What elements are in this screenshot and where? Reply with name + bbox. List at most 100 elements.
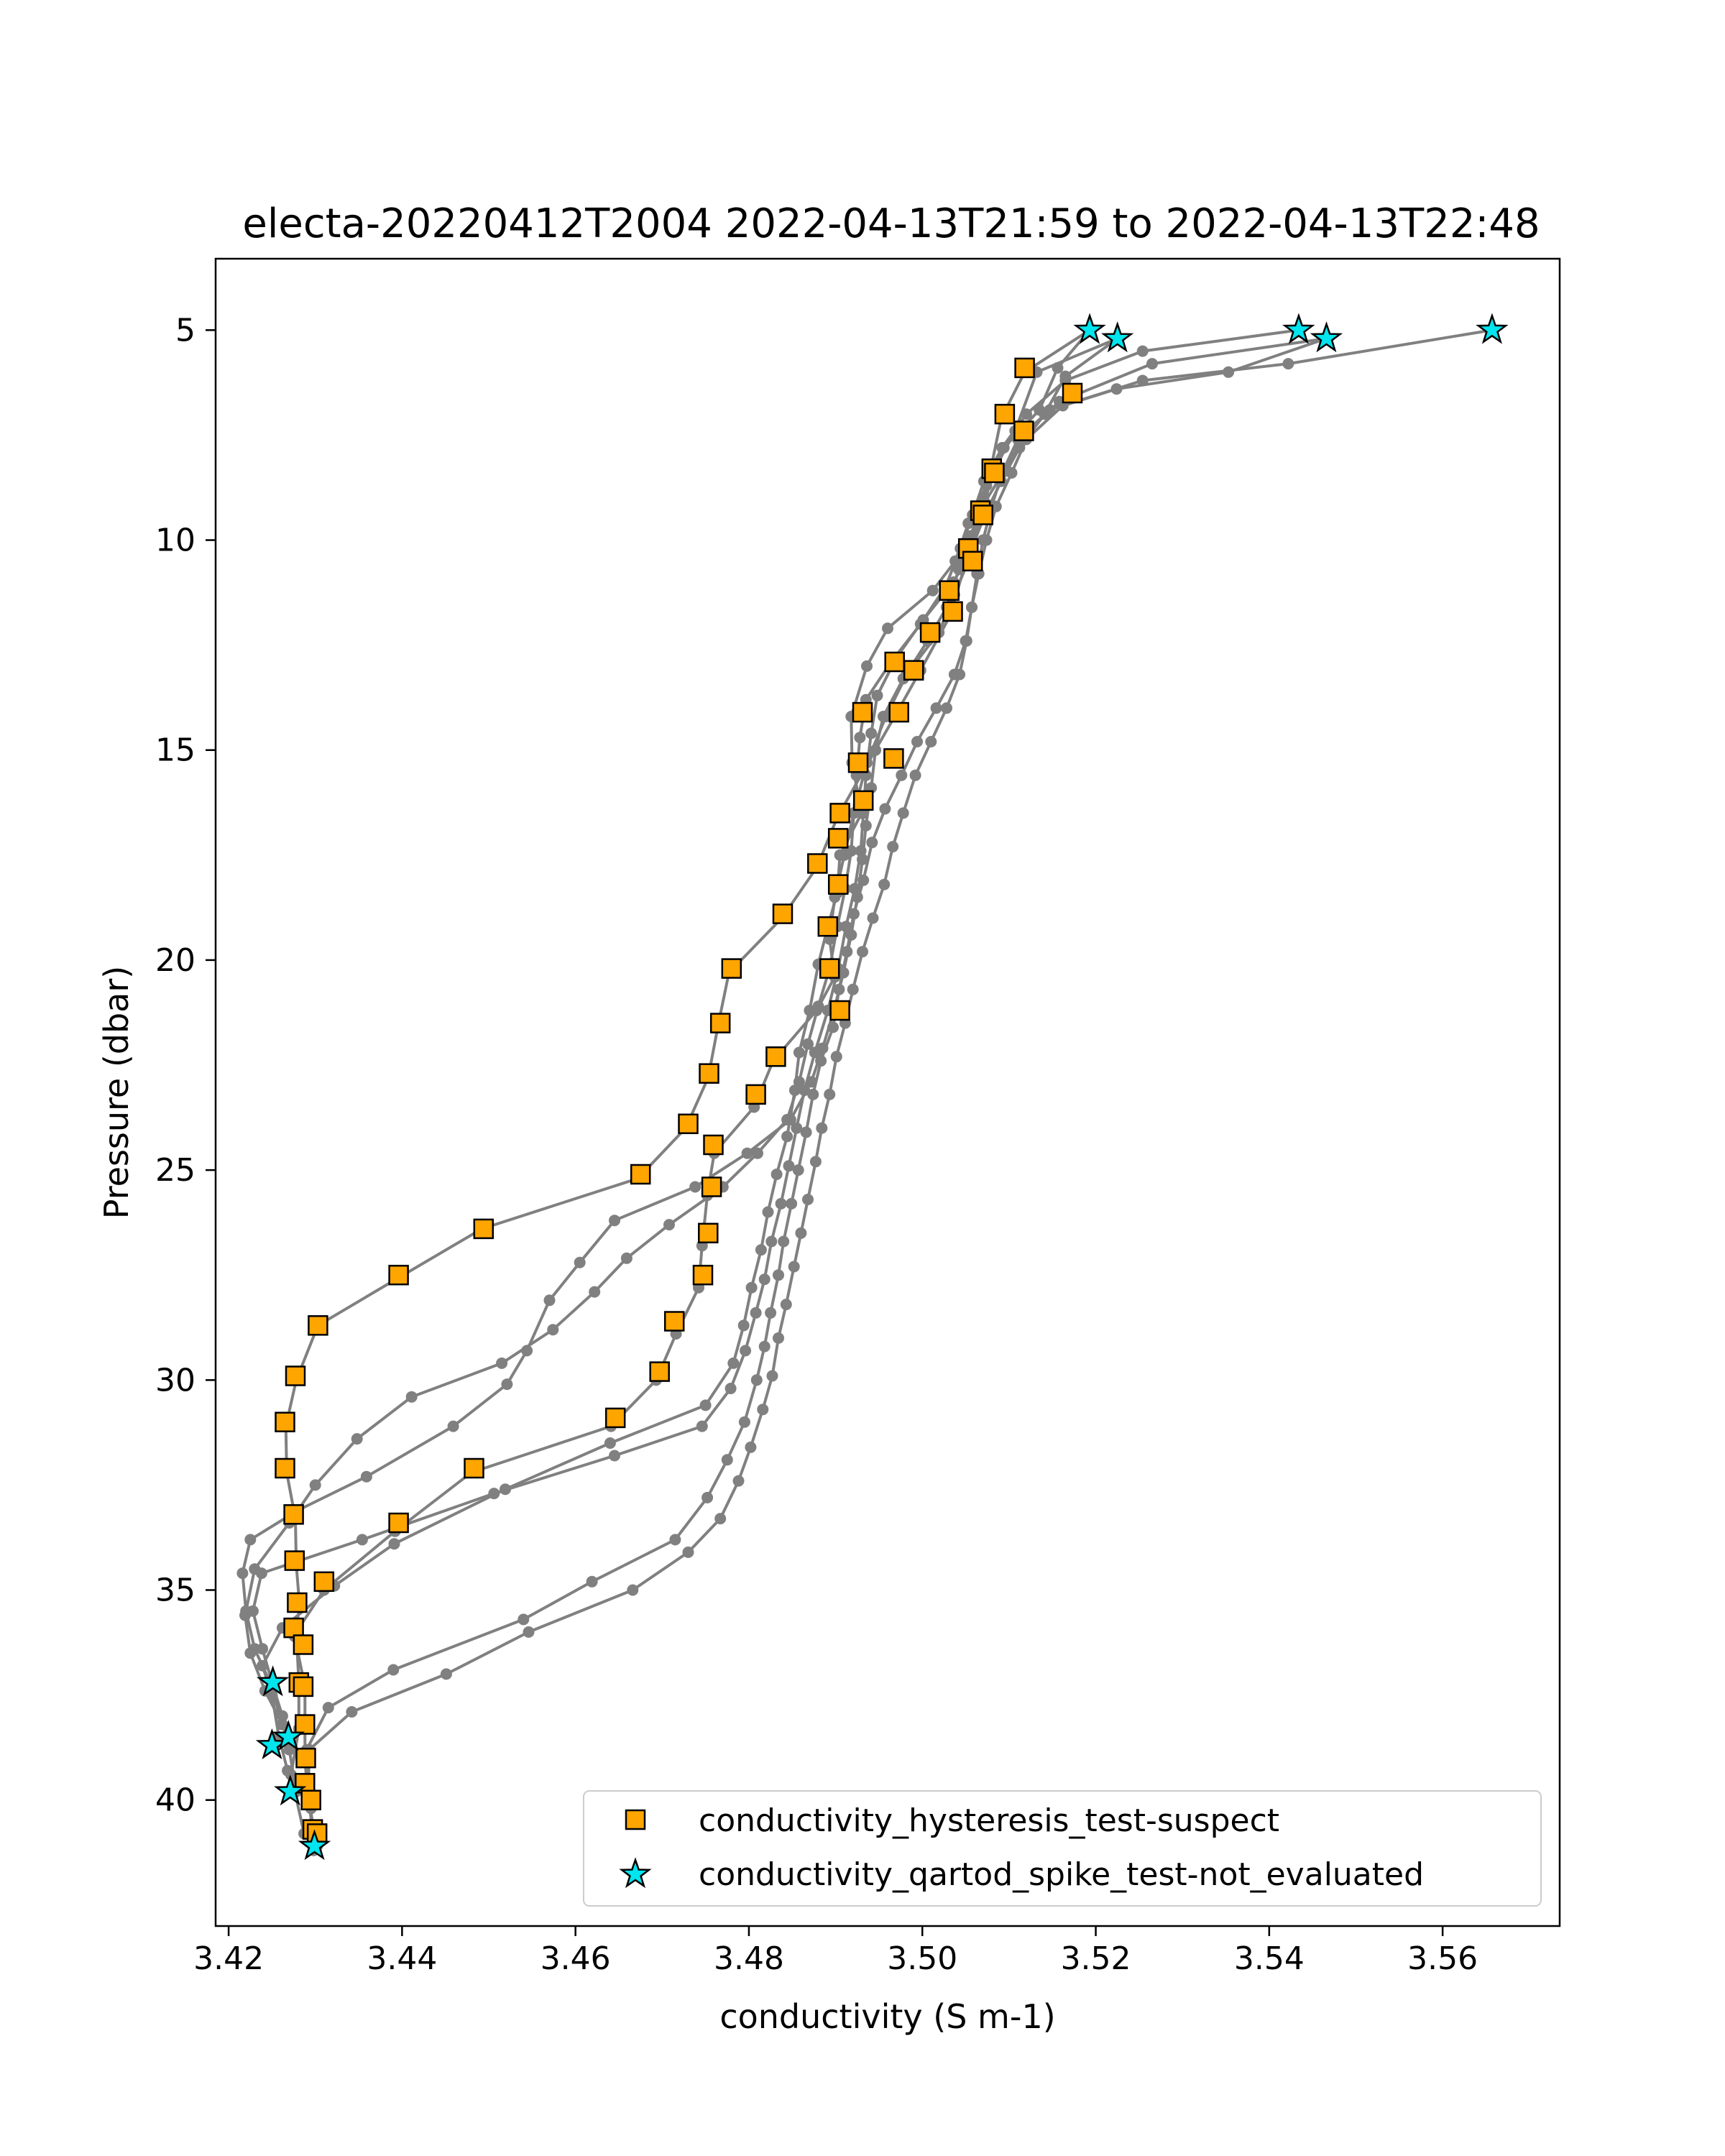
profile-point xyxy=(1044,404,1056,416)
profile-point xyxy=(758,1273,770,1286)
profile-point xyxy=(871,689,883,701)
profile-point xyxy=(896,769,908,781)
suspect-marker xyxy=(604,1407,626,1429)
profile-point xyxy=(276,1710,288,1722)
profile-point xyxy=(799,1084,811,1097)
suspect-marker xyxy=(745,1084,766,1105)
profile-point xyxy=(966,602,978,613)
profile-point xyxy=(737,1319,750,1332)
profile-point xyxy=(791,1122,803,1134)
chart-title: electa-20220412T2004 2022-04-13T21:59 to… xyxy=(242,201,1540,247)
suspect-marker xyxy=(649,1361,670,1382)
profile-point xyxy=(627,1584,639,1596)
profile-point xyxy=(954,668,966,681)
plot-frame xyxy=(214,257,1561,1927)
suspect-marker xyxy=(852,790,874,811)
profile-point xyxy=(802,1194,814,1205)
suspect-marker xyxy=(942,601,963,622)
profile-point xyxy=(574,1256,586,1268)
not-evaluated-marker xyxy=(256,1665,290,1697)
profile-point xyxy=(930,702,942,714)
profile-point xyxy=(604,1437,616,1449)
not-evaluated-marker xyxy=(1310,321,1343,353)
profile-point xyxy=(824,1088,836,1100)
suspect-marker xyxy=(883,748,904,769)
suspect-marker xyxy=(293,1676,314,1697)
profile-point xyxy=(786,1197,798,1210)
profile-point xyxy=(758,1340,770,1353)
y-tick-label: 15 xyxy=(155,732,196,769)
profile-point xyxy=(778,1235,790,1248)
y-tick-label: 30 xyxy=(155,1362,196,1399)
suspect-marker xyxy=(275,1411,295,1432)
profile-point xyxy=(816,1042,829,1054)
profile-point xyxy=(752,1147,763,1159)
profile-point xyxy=(833,983,845,995)
suspect-marker xyxy=(663,1311,685,1332)
profile-point xyxy=(841,946,853,958)
profile-point xyxy=(236,1567,249,1580)
profile-point xyxy=(911,736,923,747)
profile-point xyxy=(857,874,870,886)
x-tick-label: 3.44 xyxy=(367,1940,437,1977)
profile-point xyxy=(309,1479,321,1491)
profile-point xyxy=(488,1488,500,1500)
suspect-marker xyxy=(829,803,850,824)
profile-point xyxy=(405,1391,418,1403)
suspect-marker xyxy=(827,828,849,849)
profile-point xyxy=(879,803,891,815)
not-evaluated-marker xyxy=(1073,313,1106,344)
profile-point xyxy=(496,1357,508,1369)
profile-point xyxy=(815,1055,827,1067)
suspect-marker xyxy=(300,1789,321,1810)
profile-point xyxy=(714,1513,727,1525)
profile-point xyxy=(387,1664,400,1676)
legend-label-suspect: conductivity_hysteresis_test-suspect xyxy=(699,1802,1279,1839)
profile-point xyxy=(857,853,868,865)
y-tick-label: 10 xyxy=(155,522,196,559)
profile-point xyxy=(275,1718,288,1731)
profile-point xyxy=(909,769,921,781)
suspect-marker xyxy=(884,651,905,673)
legend: conductivity_hysteresis_test-suspect con… xyxy=(583,1790,1542,1907)
legend-square-shape xyxy=(625,1809,646,1830)
suspect-marker xyxy=(819,958,840,979)
profile-point xyxy=(860,819,872,831)
x-axis-ticks: 3.42 3.44 3.46 3.48 3.50 3.52 3.54 3.56 xyxy=(193,1926,1478,1977)
profile-point xyxy=(543,1294,556,1307)
profile-point xyxy=(882,622,893,635)
profile-point xyxy=(837,967,850,979)
y-tick-label: 35 xyxy=(155,1572,196,1608)
profile-point xyxy=(702,1491,714,1503)
profile-point xyxy=(847,908,860,920)
not-evaluated-marker xyxy=(1282,313,1315,344)
profile-point xyxy=(669,1534,681,1546)
profile-point xyxy=(804,1005,816,1016)
profile-point xyxy=(609,1450,620,1462)
profile-point xyxy=(745,1441,757,1453)
legend-star-marker xyxy=(619,1857,652,1889)
suspect-marker xyxy=(994,403,1016,425)
profile-point xyxy=(586,1575,598,1588)
profile-point xyxy=(897,807,909,819)
profile-point xyxy=(851,891,863,903)
legend-square-marker xyxy=(625,1809,646,1830)
profile-point xyxy=(1021,408,1032,420)
suspect-marker xyxy=(962,550,983,572)
profile-point xyxy=(762,1206,774,1218)
profile-point xyxy=(870,744,882,756)
profile-point xyxy=(500,1483,511,1496)
y-tick-label: 20 xyxy=(155,942,196,979)
suspect-marker xyxy=(678,1113,699,1135)
profile-point xyxy=(830,1051,842,1063)
profile-point xyxy=(840,921,852,933)
profile-point xyxy=(1223,366,1235,378)
profile-point xyxy=(802,1038,814,1050)
x-tick-label: 3.42 xyxy=(193,1940,264,1977)
suspect-marker xyxy=(293,1634,314,1655)
suspect-marker xyxy=(388,1264,409,1286)
suspect-marker xyxy=(829,1000,850,1021)
suspect-marker xyxy=(984,462,1005,484)
x-tick-label: 3.48 xyxy=(714,1940,784,1977)
suspect-marker xyxy=(692,1264,714,1286)
